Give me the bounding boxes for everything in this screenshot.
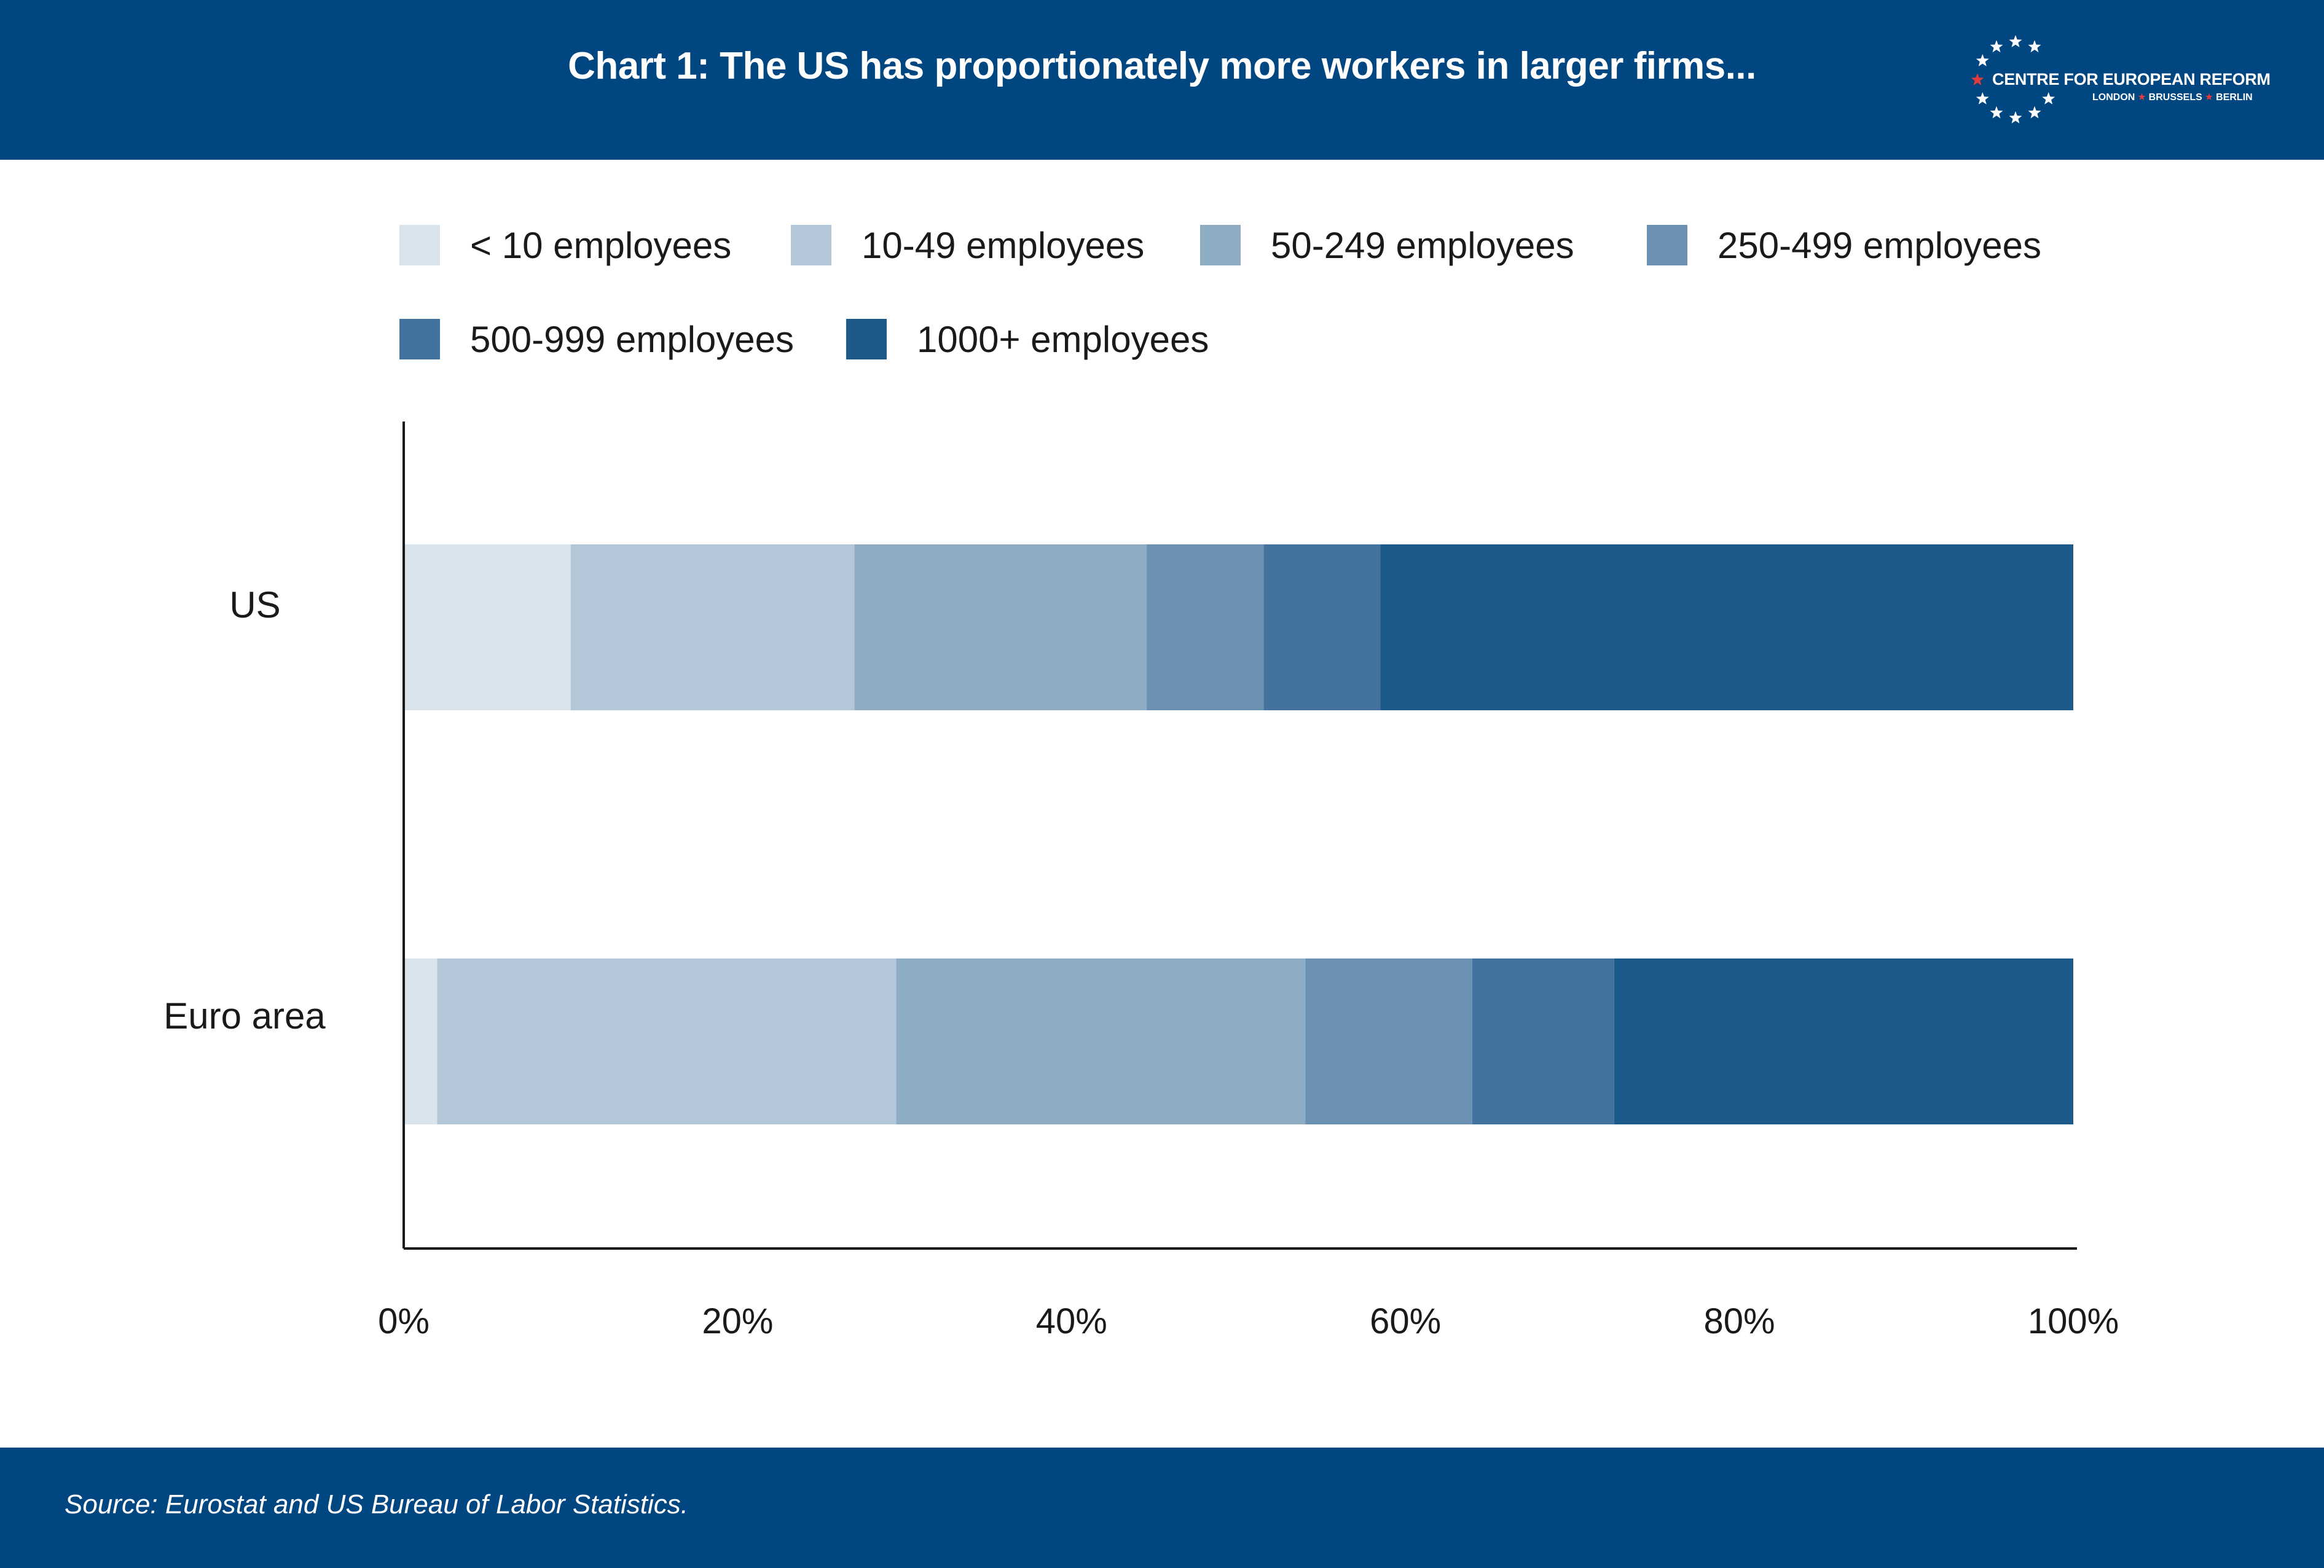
logo-star-ring-icon <box>1971 35 2055 123</box>
logo-star-icon <box>1976 54 1989 66</box>
bar-segment <box>404 958 438 1124</box>
legend-label: 1000+ employees <box>917 319 1209 360</box>
logo-star-icon <box>1990 106 2003 119</box>
bar-segment <box>1263 544 1381 710</box>
logo-city: LONDON <box>2092 92 2135 103</box>
legend-swatch <box>1647 225 1687 265</box>
source-note: Source: Eurostat and US Bureau of Labor … <box>65 1489 688 1519</box>
legend-label: 500-999 employees <box>470 319 795 360</box>
logo-star-icon <box>2028 106 2041 119</box>
x-tick-label: 40% <box>1036 1301 1107 1341</box>
legend-label: < 10 employees <box>470 225 732 266</box>
logo-city: BERLIN <box>2216 92 2253 103</box>
logo-star-icon <box>1976 92 1989 104</box>
logo-star-icon <box>2009 111 2022 123</box>
bar-segment <box>854 544 1147 710</box>
bar-segment <box>1472 958 1614 1124</box>
logo-star-icon <box>1990 40 2003 53</box>
bar-segment <box>1147 544 1264 710</box>
logo-name: CENTRE FOR EUROPEAN REFORM <box>1992 70 2271 88</box>
legend-label: 250-499 employees <box>1717 225 2042 266</box>
chart-header: Chart 1: The US has proportionately more… <box>0 0 2324 160</box>
bar-segment <box>437 958 897 1124</box>
bar-segment <box>1614 958 2073 1124</box>
bar-segment <box>1380 544 2073 710</box>
x-tick-label: 60% <box>1370 1301 1441 1341</box>
logo-star-separator-icon: ★ <box>2137 92 2146 103</box>
cer-logo: CENTRE FOR EUROPEAN REFORM LONDON ★ BRUSSE… <box>1966 31 2286 129</box>
x-tick-label: 80% <box>1704 1301 1775 1341</box>
logo-star-icon <box>2042 92 2055 104</box>
legend-label: 10-49 employees <box>862 225 1145 266</box>
legend-swatch <box>846 319 887 359</box>
x-tick-label: 20% <box>702 1301 773 1341</box>
legend-swatch <box>1200 225 1241 265</box>
bar-segment <box>1305 958 1472 1124</box>
legend-swatch <box>791 225 831 265</box>
logo-cities: LONDON ★ BRUSSELS ★ BERLIN <box>2092 91 2253 103</box>
bar-segment <box>570 544 855 710</box>
chart-footer: Source: Eurostat and US Bureau of Labor … <box>0 1448 2324 1568</box>
chart-title: Chart 1: The US has proportionately more… <box>568 45 1756 87</box>
logo-star-icon <box>1971 73 1984 85</box>
x-tick-label: 0% <box>378 1301 430 1341</box>
bar-segment <box>404 544 571 710</box>
logo-star-icon <box>2009 35 2022 47</box>
logo-star-separator-icon: ★ <box>2204 92 2214 103</box>
legend-label: 50-249 employees <box>1271 225 1574 266</box>
category-label: US <box>229 584 280 625</box>
bar-segment <box>896 958 1306 1124</box>
legend-swatch <box>399 225 440 265</box>
logo-city: BRUSSELS <box>2148 92 2202 103</box>
category-label: Euro area <box>163 995 326 1037</box>
logo-star-icon <box>2028 40 2041 53</box>
legend-swatch <box>399 319 440 359</box>
x-tick-label: 100% <box>2028 1301 2119 1341</box>
